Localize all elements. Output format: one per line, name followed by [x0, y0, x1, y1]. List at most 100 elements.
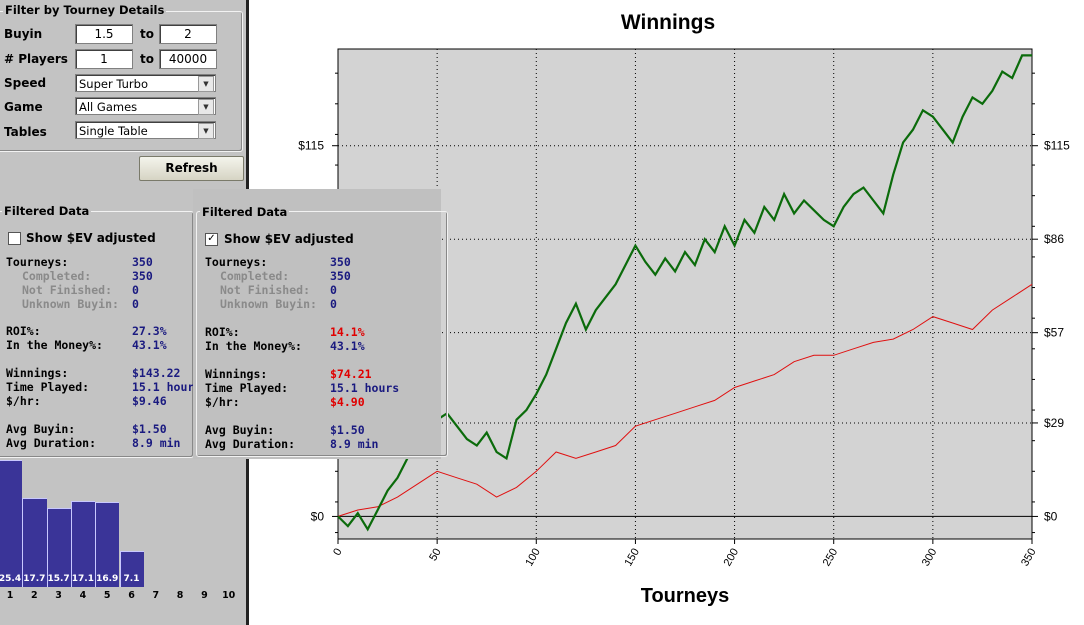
tables-select-value: Single Table: [79, 124, 148, 138]
tables-label: Tables: [4, 125, 47, 139]
y-tick-label-right: $115: [1044, 139, 1070, 153]
time-value-b: 15.1 hours: [330, 381, 400, 395]
completed-value-b: 350: [330, 269, 351, 283]
histogram-x-label: 9: [201, 590, 208, 601]
winnings-value-b: $74.21: [330, 367, 372, 381]
itm-value-a: 43.1%: [132, 338, 167, 352]
roi-value-b: 14.1%: [330, 325, 365, 339]
winnings-label-a: Winnings:: [6, 366, 69, 380]
histogram-bar-label: 15.7: [47, 574, 70, 584]
ev-label-b: Show $EV adjusted: [224, 232, 354, 246]
unknown-label-b: Unknown Buyin:: [220, 297, 317, 311]
not-finished-value-b: 0: [330, 283, 337, 297]
x-tick-label: 350: [1019, 547, 1039, 569]
time-label-b: Time Played:: [205, 381, 289, 395]
histogram-x-label: 6: [128, 590, 135, 601]
ev-winnings-line: [337, 283, 1033, 517]
plot-area: [337, 48, 1033, 540]
chevron-down-icon[interactable]: ▼: [198, 76, 214, 92]
game-label: Game: [4, 100, 43, 114]
players-label: # Players: [4, 52, 68, 66]
tourneys-label-a: Tourneys:: [6, 255, 69, 269]
speed-select[interactable]: Super Turbo ▼: [75, 74, 216, 92]
buyin-label: Buyin: [4, 27, 43, 41]
hr-value-a: $9.46: [132, 394, 167, 408]
filtered-groupbox-b: [196, 211, 448, 457]
avg-buyin-label-b: Avg Buyin:: [205, 423, 275, 437]
y-tick-label-right: $86: [1044, 232, 1064, 246]
y-tick-label-right: $29: [1044, 416, 1064, 430]
filtered-overlay-b: Filtered Data ✓ Show $EV adjusted Tourne…: [193, 189, 448, 459]
histogram-bar-label: 16.9: [96, 574, 119, 584]
tourneys-value-a: 350: [132, 255, 153, 269]
players-from-input[interactable]: 1: [75, 49, 133, 69]
histogram-bar-label: 7.1: [123, 574, 140, 584]
histogram-x-label: 4: [79, 590, 87, 601]
y-tick-label-right: $57: [1044, 326, 1064, 340]
x-axis-label: Tourneys: [641, 585, 730, 607]
filter-title: Filter by Tourney Details: [3, 3, 167, 17]
roi-label-b: ROI%:: [205, 325, 240, 339]
avg-dur-label-b: Avg Duration:: [205, 437, 296, 451]
chevron-down-icon[interactable]: ▼: [198, 99, 214, 115]
game-select-value: All Games: [79, 100, 138, 114]
hr-label-a: $/hr:: [6, 394, 41, 408]
unknown-label-a: Unknown Buyin:: [22, 297, 119, 311]
histogram-x-label: 1: [6, 590, 14, 601]
buyin-to-label: to: [140, 27, 154, 41]
not-finished-value-a: 0: [132, 283, 139, 297]
histogram-bar-label: 25.4: [0, 574, 22, 584]
x-tick-label: 50: [427, 547, 444, 564]
unknown-value-b: 0: [330, 297, 337, 311]
time-label-a: Time Played:: [6, 380, 90, 394]
ev-checkbox-a[interactable]: [8, 232, 21, 245]
y-tick-label-left: $115: [298, 139, 324, 153]
not-finished-label-b: Not Finished:: [220, 283, 311, 297]
speed-select-value: Super Turbo: [79, 77, 148, 91]
histogram-x-label: 5: [103, 590, 111, 601]
game-select[interactable]: All Games ▼: [75, 97, 216, 115]
y-tick-label-left: $0: [311, 509, 325, 523]
y-tick-label-right: $0: [1044, 509, 1058, 523]
avg-buyin-label-a: Avg Buyin:: [6, 422, 76, 436]
winnings-line: [337, 54, 1032, 532]
hr-label-b: $/hr:: [205, 395, 240, 409]
itm-value-b: 43.1%: [330, 339, 365, 353]
itm-label-b: In the Money%:: [205, 339, 302, 353]
buyin-from-input[interactable]: 1.5: [75, 24, 133, 44]
x-tick-label: 300: [920, 547, 940, 569]
chart-title: Winnings: [621, 11, 715, 34]
histogram-bar-label: 17.1: [71, 574, 94, 584]
series-group: [337, 54, 1033, 532]
avg-buyin-value-b: $1.50: [330, 423, 365, 437]
chevron-down-icon[interactable]: ▼: [198, 123, 214, 139]
completed-label-a: Completed:: [22, 269, 92, 283]
x-tick-label: 200: [722, 547, 742, 569]
ev-checkbox-b[interactable]: ✓: [205, 233, 218, 246]
tourneys-label-b: Tourneys:: [205, 255, 268, 269]
ev-label-a: Show $EV adjusted: [26, 231, 156, 245]
histogram-x-label: 7: [152, 590, 160, 601]
histogram-bar: [22, 498, 47, 587]
histogram-bar: [95, 502, 120, 587]
avg-buyin-value-a: $1.50: [132, 422, 167, 436]
filtered-b-title: Filtered Data: [200, 205, 290, 219]
avg-dur-value-a: 8.9 min: [132, 436, 181, 450]
completed-value-a: 350: [132, 269, 153, 283]
x-tick-label: 100: [523, 547, 543, 569]
winnings-value-a: $143.22: [132, 366, 181, 380]
tables-select[interactable]: Single Table ▼: [75, 121, 216, 139]
buyin-to-input[interactable]: 2: [159, 24, 217, 44]
histogram-bar: [70, 501, 96, 587]
time-value-a: 15.1 hours: [132, 380, 202, 394]
histogram-bar: [119, 550, 144, 587]
players-to-input[interactable]: 40000: [159, 49, 217, 69]
not-finished-label-a: Not Finished:: [22, 283, 113, 297]
histogram-x-label: 10: [222, 590, 236, 601]
roi-label-a: ROI%:: [6, 324, 41, 338]
roi-value-a: 27.3%: [132, 324, 167, 338]
histogram-bar: [46, 508, 71, 587]
avg-dur-label-a: Avg Duration:: [6, 436, 97, 450]
histogram-bar: [0, 460, 23, 587]
refresh-button[interactable]: Refresh: [139, 156, 244, 181]
